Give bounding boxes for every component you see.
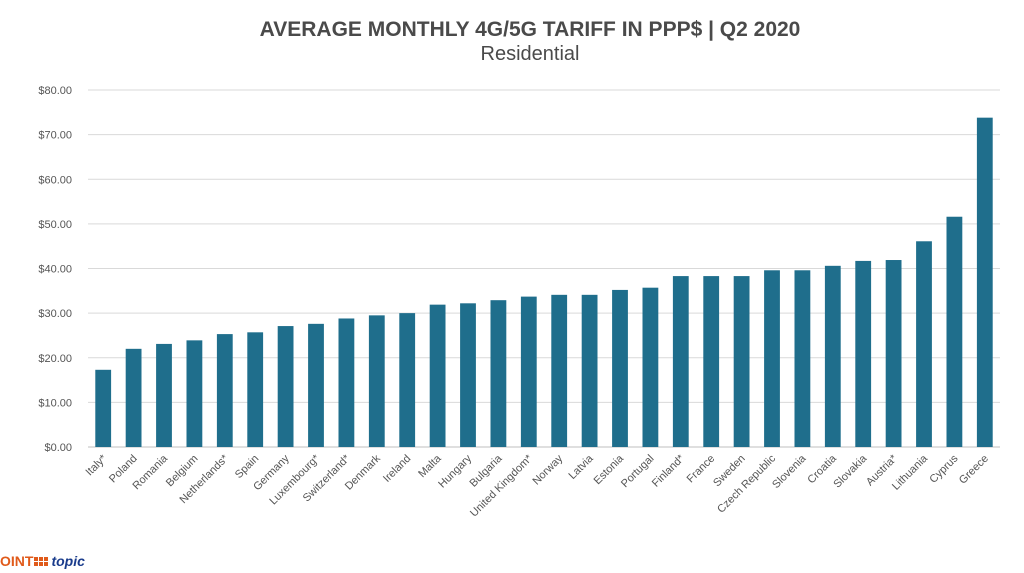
bar	[460, 303, 476, 447]
chart-title: AVERAGE MONTHLY 4G/5G TARIFF IN PPP$ | Q…	[260, 18, 801, 41]
bar	[429, 304, 446, 447]
x-tick-label: Slovenia	[770, 452, 809, 491]
x-tick-label: Cyprus	[927, 452, 960, 485]
bar	[95, 369, 112, 447]
bar	[824, 265, 841, 447]
bar	[703, 276, 720, 447]
bar	[338, 318, 355, 447]
bar	[156, 343, 172, 447]
bar	[308, 323, 324, 447]
x-tick-label: Finland*	[650, 452, 688, 490]
x-tick-label: Slovakia	[831, 452, 870, 491]
bar	[764, 270, 780, 447]
x-tick-label: Malta	[416, 452, 444, 480]
bar	[672, 276, 689, 447]
y-tick-label: $10.00	[38, 397, 72, 409]
bar	[733, 276, 750, 447]
y-tick-label: $30.00	[38, 308, 72, 320]
bar	[794, 270, 811, 447]
y-tick-label: $70.00	[38, 130, 72, 142]
bar	[368, 315, 385, 447]
bars	[95, 117, 993, 447]
bar	[125, 348, 142, 447]
logo-text-right: topic	[51, 553, 85, 569]
x-tick-label: Spain	[233, 453, 261, 481]
bar	[946, 216, 963, 447]
bar	[277, 326, 294, 447]
bar	[247, 332, 264, 447]
bar	[520, 296, 537, 447]
bar	[216, 334, 233, 447]
y-tick-label: $0.00	[44, 442, 72, 454]
bar	[916, 241, 932, 447]
logo-text-left: OINT	[0, 553, 34, 569]
bar	[186, 340, 203, 447]
x-tick-label: Italy*	[84, 452, 110, 478]
y-tick-label: $60.00	[38, 174, 72, 186]
x-tick-label: Hungary	[436, 452, 474, 490]
x-tick-label: Portugal	[619, 453, 656, 490]
x-tick-label: Greece	[957, 453, 991, 487]
bar	[551, 294, 568, 447]
logo-dots-icon	[34, 556, 49, 566]
x-tick-label: Ireland	[381, 453, 413, 485]
gridlines	[88, 89, 1000, 448]
bar	[399, 313, 416, 447]
bar	[976, 117, 993, 447]
bar	[855, 260, 872, 447]
chart-subtitle: Residential	[481, 43, 580, 65]
y-tick-label: $50.00	[38, 219, 72, 231]
brand-logo: OINT topic	[0, 551, 85, 571]
bar	[885, 260, 902, 447]
bar	[581, 294, 598, 447]
y-tick-label: $40.00	[38, 264, 72, 276]
x-tick-label: Norway	[530, 452, 565, 487]
bar	[490, 300, 507, 447]
y-axis-ticks: $0.00 $10.00 $20.00 $30.00 $40.00 $50.00 $60.0…	[38, 85, 72, 454]
y-tick-label: $20.00	[38, 353, 72, 365]
y-tick-label: $80.00	[38, 85, 72, 97]
bar	[612, 289, 628, 447]
bar	[642, 287, 659, 447]
